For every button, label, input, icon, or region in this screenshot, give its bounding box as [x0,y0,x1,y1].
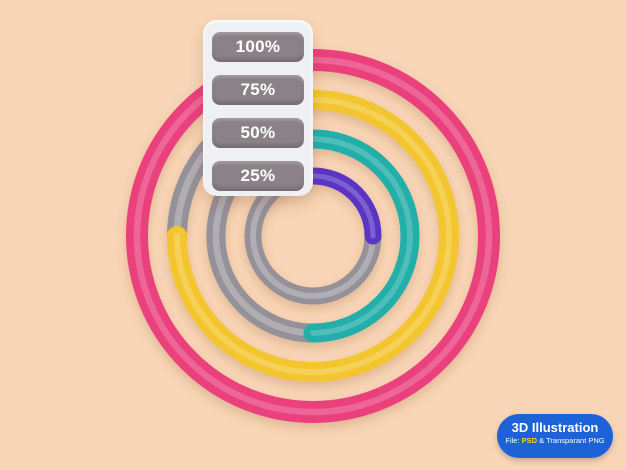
label-100-percent: 100% [212,32,304,62]
ring-highlight-75-percent [174,97,452,375]
label-25-percent: 25% [212,161,304,191]
illustration-badge: 3D Illustration File: PSD & Transparant … [497,414,613,458]
badge-file-rest: & Transparant PNG [537,436,605,445]
ring-segment-50-percent [303,129,420,343]
badge-psd: PSD [521,436,538,445]
badge-subtitle: File: PSD & Transparant PNG [497,436,613,445]
ring-highlight-25-percent [310,173,376,239]
legend-panel: 100% 75% 50% 25% [203,20,313,196]
ring-highlight-50-percent [310,136,413,336]
label-75-percent: 75% [212,75,304,105]
badge-title: 3D Illustration [511,420,599,435]
ring-highlight-100-percent [133,56,493,416]
label-50-percent: 50% [212,118,304,148]
badge-file-prefix: File: [505,436,522,445]
